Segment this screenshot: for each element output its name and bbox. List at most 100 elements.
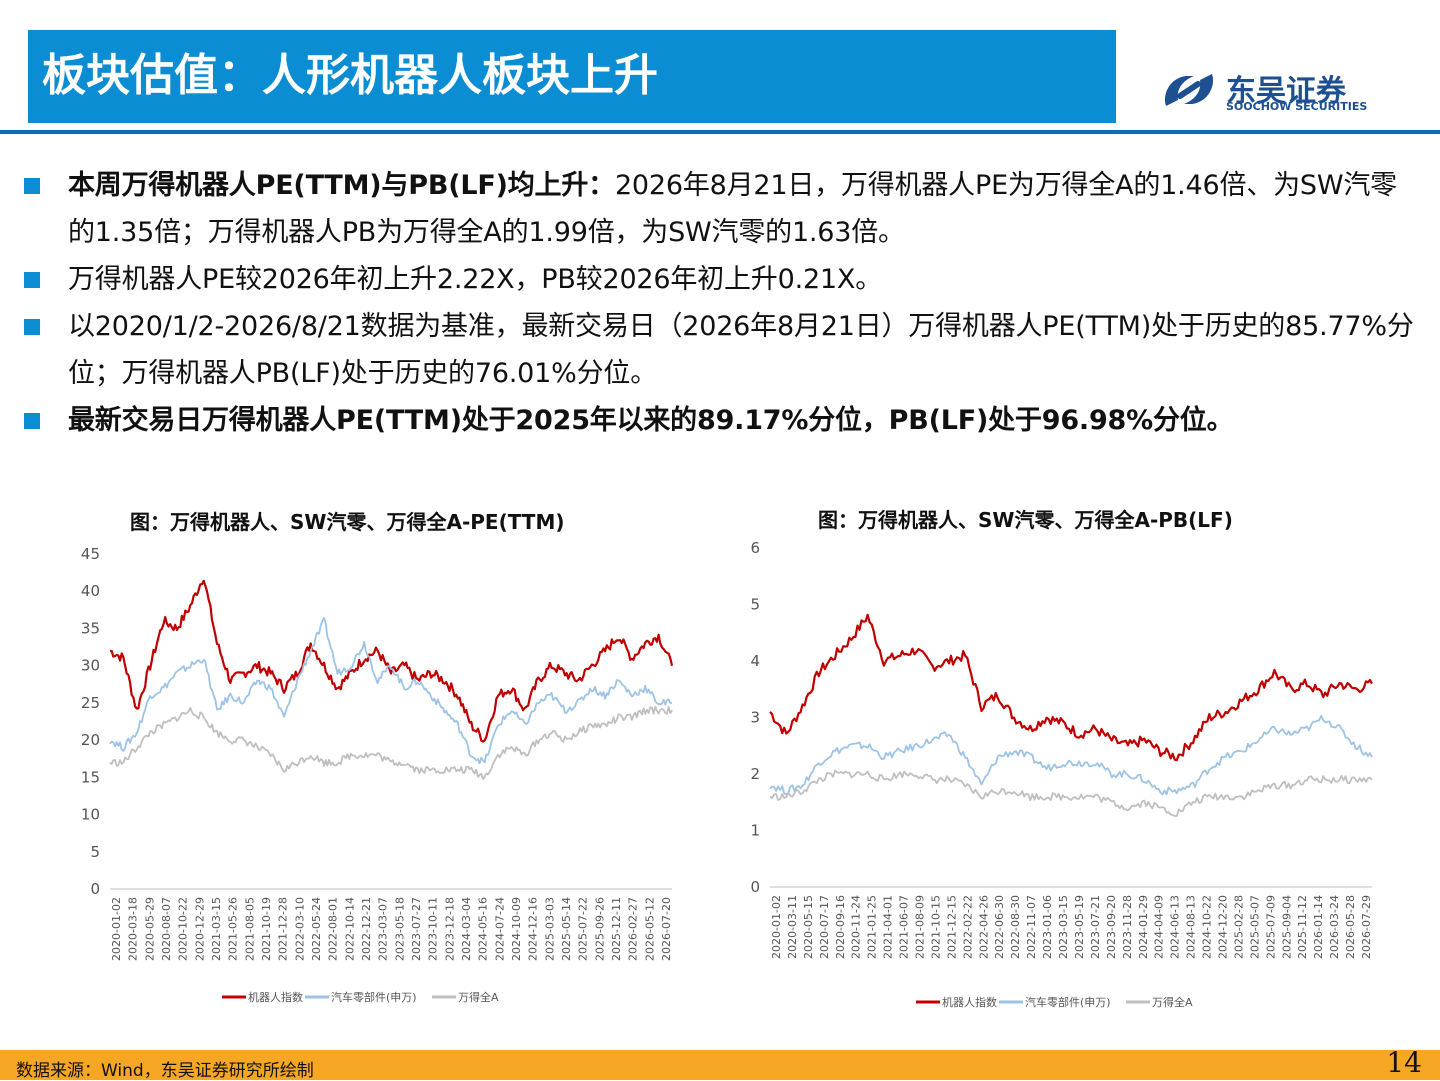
page-number: 14 xyxy=(1386,1046,1422,1079)
pb-x-tick-label: 2020-09-16 xyxy=(834,895,847,959)
pe-x-tick-label: 2023-03-07 xyxy=(377,897,390,961)
bullet-text: 2026年8月21日，万得机器人PE为万得全A的1.46倍、为SW汽零的1.35… xyxy=(68,170,1397,248)
pb-x-tick-label: 2022-08-30 xyxy=(1009,895,1022,959)
pe-y-tick-label: 25 xyxy=(81,694,100,712)
header-rule xyxy=(0,130,1440,134)
pb-x-tick-label: 2021-01-25 xyxy=(866,895,879,959)
logo-mark-icon xyxy=(1164,74,1214,106)
pe-x-tick-label: 2022-12-21 xyxy=(360,897,373,961)
pb-x-tick-label: 2022-02-22 xyxy=(961,895,974,959)
pe-x-tick-label: 2024-12-16 xyxy=(527,897,540,961)
pe-legend-label: 汽车零部件(申万) xyxy=(331,990,417,1004)
pb-x-tick-label: 2026-05-28 xyxy=(1344,895,1357,959)
pb-x-tick-label: 2020-01-02 xyxy=(770,895,783,959)
pb-x-tick-label: 2024-04-09 xyxy=(1153,895,1166,959)
pb-x-tick-label: 2026-03-24 xyxy=(1328,895,1341,959)
bullet-square-icon xyxy=(24,272,40,288)
pb-x-tick-label: 2024-06-13 xyxy=(1169,895,1182,959)
pe-legend-label: 机器人指数 xyxy=(248,990,303,1004)
company-logo: 东吴证券 SOOCHOW SECURITIES xyxy=(1160,62,1380,118)
pb-x-tick-label: 2024-08-13 xyxy=(1185,895,1198,959)
pe-x-tick-label: 2020-01-02 xyxy=(110,897,123,961)
pe-y-tick-label: 15 xyxy=(81,768,100,786)
page-title: 板块估值：人形机器人板块上升 xyxy=(42,50,658,101)
pe-y-tick-label: 30 xyxy=(81,657,100,675)
pe-x-tick-label: 2024-10-09 xyxy=(510,897,523,961)
pb-x-tick-label: 2023-09-20 xyxy=(1105,895,1118,959)
pb-y-tick-label: 4 xyxy=(750,652,760,670)
pe-x-tick-label: 2023-12-18 xyxy=(443,897,456,961)
pb-x-tick-label: 2021-12-15 xyxy=(945,895,958,959)
pb-y-tick-label: 5 xyxy=(750,596,760,614)
pb-x-tick-label: 2025-05-07 xyxy=(1248,895,1261,959)
pb-x-tick-label: 2026-07-29 xyxy=(1360,895,1373,959)
pe-x-tick-label: 2025-07-22 xyxy=(577,897,590,961)
pb-x-tick-label: 2023-03-15 xyxy=(1057,895,1070,959)
pe-x-tick-label: 2025-12-11 xyxy=(610,897,623,961)
bullet-square-icon xyxy=(24,178,40,194)
pb-chart-title: 图：万得机器人、SW汽零、万得全A-PB(LF) xyxy=(818,508,1233,532)
pb-x-tick-label: 2022-06-30 xyxy=(993,895,1006,959)
pe-x-tick-label: 2026-07-20 xyxy=(660,897,673,961)
pe-x-tick-label: 2022-05-24 xyxy=(310,897,323,961)
pb-series-line-1 xyxy=(769,714,1373,796)
pe-x-tick-label: 2020-12-29 xyxy=(193,897,206,961)
bullet-bold-text: 最新交易日万得机器人PE(TTM)处于2025年以来的89.17%分位，PB(L… xyxy=(68,405,1234,436)
footer-bar: 数据来源：Wind，东吴证券研究所绘制 14 xyxy=(0,1046,1440,1081)
pe-legend-label: 万得全A xyxy=(458,990,499,1004)
pe-x-tick-label: 2025-09-26 xyxy=(593,897,606,961)
pe-x-tick-label: 2020-03-18 xyxy=(127,897,140,961)
pb-x-tick-label: 2024-01-29 xyxy=(1137,895,1150,959)
pb-x-tick-label: 2021-10-15 xyxy=(929,895,942,959)
pb-x-tick-label: 2022-11-07 xyxy=(1025,895,1038,959)
pb-x-tick-label: 2023-07-21 xyxy=(1089,895,1102,959)
pe-x-tick-label: 2023-05-18 xyxy=(393,897,406,961)
pe-y-tick-label: 20 xyxy=(81,731,100,749)
pe-x-tick-label: 2022-08-01 xyxy=(327,897,340,961)
pe-x-tick-label: 2024-03-04 xyxy=(460,897,473,961)
pe-x-tick-label: 2023-07-27 xyxy=(410,897,423,961)
pe-y-tick-label: 0 xyxy=(90,880,100,898)
pb-x-tick-label: 2021-06-07 xyxy=(898,895,911,959)
bullet-text: 万得机器人PE较2026年初上升2.22X，PB较2026年初上升0.21X。 xyxy=(68,264,882,295)
pe-x-tick-label: 2020-10-22 xyxy=(177,897,190,961)
pb-x-tick-label: 2022-04-26 xyxy=(977,895,990,959)
pe-y-tick-label: 5 xyxy=(90,843,100,861)
pb-x-tick-label: 2020-07-17 xyxy=(818,895,831,959)
pb-y-tick-label: 3 xyxy=(750,709,760,727)
title-bar: 板块估值：人形机器人板块上升 xyxy=(28,30,1116,123)
bullet-bold-text: 本周万得机器人PE(TTM)与PB(LF)均上升： xyxy=(68,170,615,201)
pe-y-tick-label: 35 xyxy=(81,619,100,637)
pb-x-tick-label: 2026-01-14 xyxy=(1312,895,1325,959)
pb-x-tick-label: 2025-02-28 xyxy=(1232,895,1245,959)
pe-y-tick-label: 10 xyxy=(81,806,100,824)
pb-x-tick-label: 2021-08-09 xyxy=(914,895,927,959)
pe-x-tick-label: 2020-05-29 xyxy=(143,897,156,961)
pb-x-tick-label: 2023-01-06 xyxy=(1041,895,1054,959)
bullet-list: 本周万得机器人PE(TTM)与PB(LF)均上升：2026年8月21日，万得机器… xyxy=(24,162,1414,444)
pe-x-tick-label: 2022-10-14 xyxy=(343,897,356,961)
bullet-item: 最新交易日万得机器人PE(TTM)处于2025年以来的89.17%分位，PB(L… xyxy=(24,397,1414,444)
pe-series-line-2 xyxy=(109,705,673,781)
pb-x-tick-label: 2023-05-19 xyxy=(1073,895,1086,959)
bullet-square-icon xyxy=(24,413,40,429)
pb-x-tick-label: 2025-07-09 xyxy=(1264,895,1277,959)
pe-x-tick-label: 2020-08-07 xyxy=(160,897,173,961)
pb-legend-label: 万得全A xyxy=(1152,995,1193,1009)
pe-x-tick-label: 2021-05-26 xyxy=(227,897,240,961)
pb-x-tick-label: 2024-10-22 xyxy=(1201,895,1214,959)
pe-x-tick-label: 2025-03-03 xyxy=(543,897,556,961)
pe-x-tick-label: 2021-08-05 xyxy=(243,897,256,961)
pb-y-tick-label: 1 xyxy=(750,822,760,840)
logo-name-cn: 东吴证券 xyxy=(1226,74,1346,109)
pe-x-tick-label: 2021-10-19 xyxy=(260,897,273,961)
pe-x-tick-label: 2026-05-12 xyxy=(643,897,656,961)
pe-x-tick-label: 2023-10-11 xyxy=(427,897,440,961)
pb-y-tick-label: 2 xyxy=(750,765,760,783)
pe-x-tick-label: 2021-12-28 xyxy=(277,897,290,961)
logo-name-en: SOOCHOW SECURITIES xyxy=(1226,100,1368,113)
pe-series-line-1 xyxy=(109,617,673,765)
bullet-item: 以2020/1/2-2026/8/21数据为基准，最新交易日（2026年8月21… xyxy=(24,303,1414,397)
